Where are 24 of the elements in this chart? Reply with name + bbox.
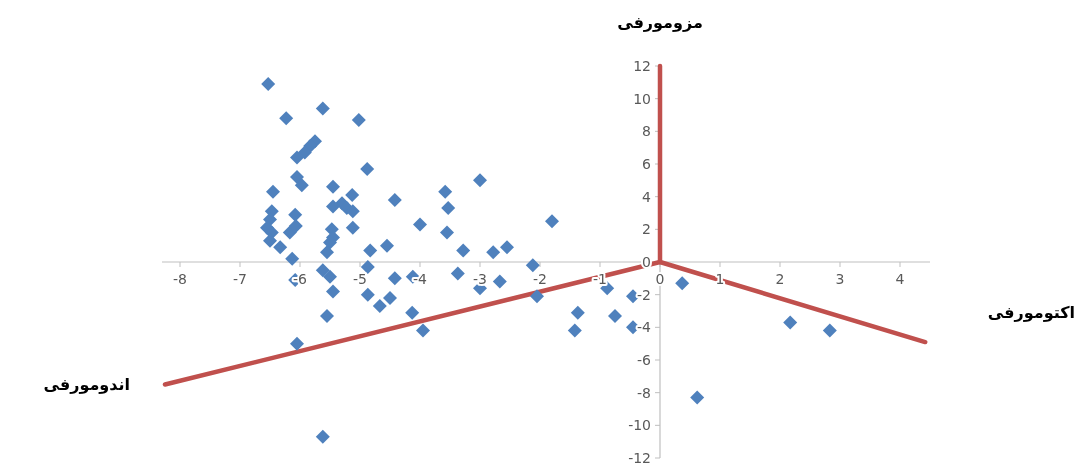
x-tick-label: -2	[533, 271, 547, 287]
y-tick-label: 2	[642, 221, 651, 238]
x-tick-label: 4	[895, 271, 905, 287]
y-tick-label: -6	[637, 352, 652, 368]
x-tick-label: 2	[775, 271, 785, 287]
x-tick-label: -8	[173, 271, 187, 287]
y-tick-label: -4	[637, 319, 652, 336]
y-tick-label: 6	[642, 156, 652, 172]
y-tick-label: -12	[628, 450, 651, 466]
y-tick-label: 12	[633, 58, 651, 74]
text: اندومورفی	[43, 375, 130, 394]
x-tick-label: -5	[353, 271, 367, 287]
x-tick-label: 0	[655, 271, 665, 287]
y-tick-label: 8	[642, 123, 651, 140]
x-tick-label: 3	[835, 271, 845, 287]
x-tick-label: -7	[233, 271, 247, 287]
text: اکتومورفی	[987, 303, 1075, 322]
x-tick-label: -3	[473, 271, 487, 287]
y-tick-label: 10	[633, 90, 651, 107]
y-tick-label: -2	[637, 286, 651, 303]
text: مزومورفی	[617, 13, 703, 32]
y-tick-label: -10	[628, 417, 651, 434]
y-tick-label: -8	[637, 384, 651, 401]
y-tick-label: 4	[642, 188, 652, 205]
